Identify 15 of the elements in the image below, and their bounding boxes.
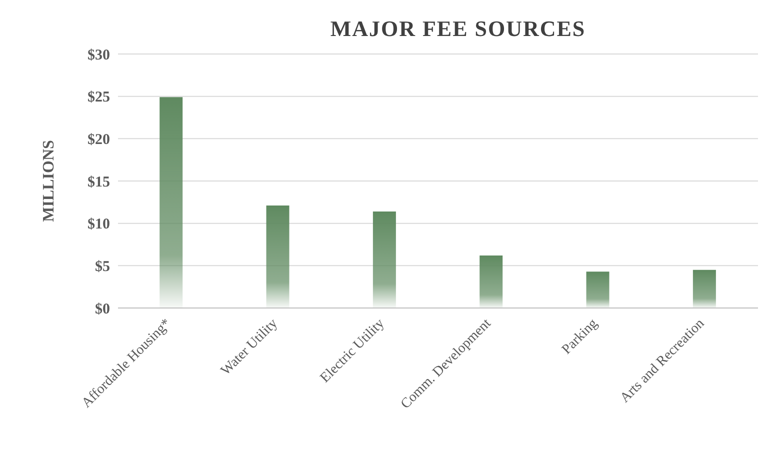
bar <box>372 211 396 308</box>
y-axis-title: MILLIONS <box>40 140 58 222</box>
y-tick-label: $0 <box>95 301 110 318</box>
y-tick-label: $10 <box>88 216 110 233</box>
y-tick-label: $20 <box>88 132 110 148</box>
y-tick-label: $5 <box>95 258 110 275</box>
bar <box>266 206 290 308</box>
bar <box>692 270 716 308</box>
bar <box>586 272 610 308</box>
bar <box>160 97 183 308</box>
y-tick-label: $25 <box>88 90 110 106</box>
bar <box>480 256 503 308</box>
chart-title: MAJOR FEE SOURCES <box>329 16 587 42</box>
y-tick-label: $30 <box>88 47 110 64</box>
y-tick-label: $15 <box>88 174 110 190</box>
